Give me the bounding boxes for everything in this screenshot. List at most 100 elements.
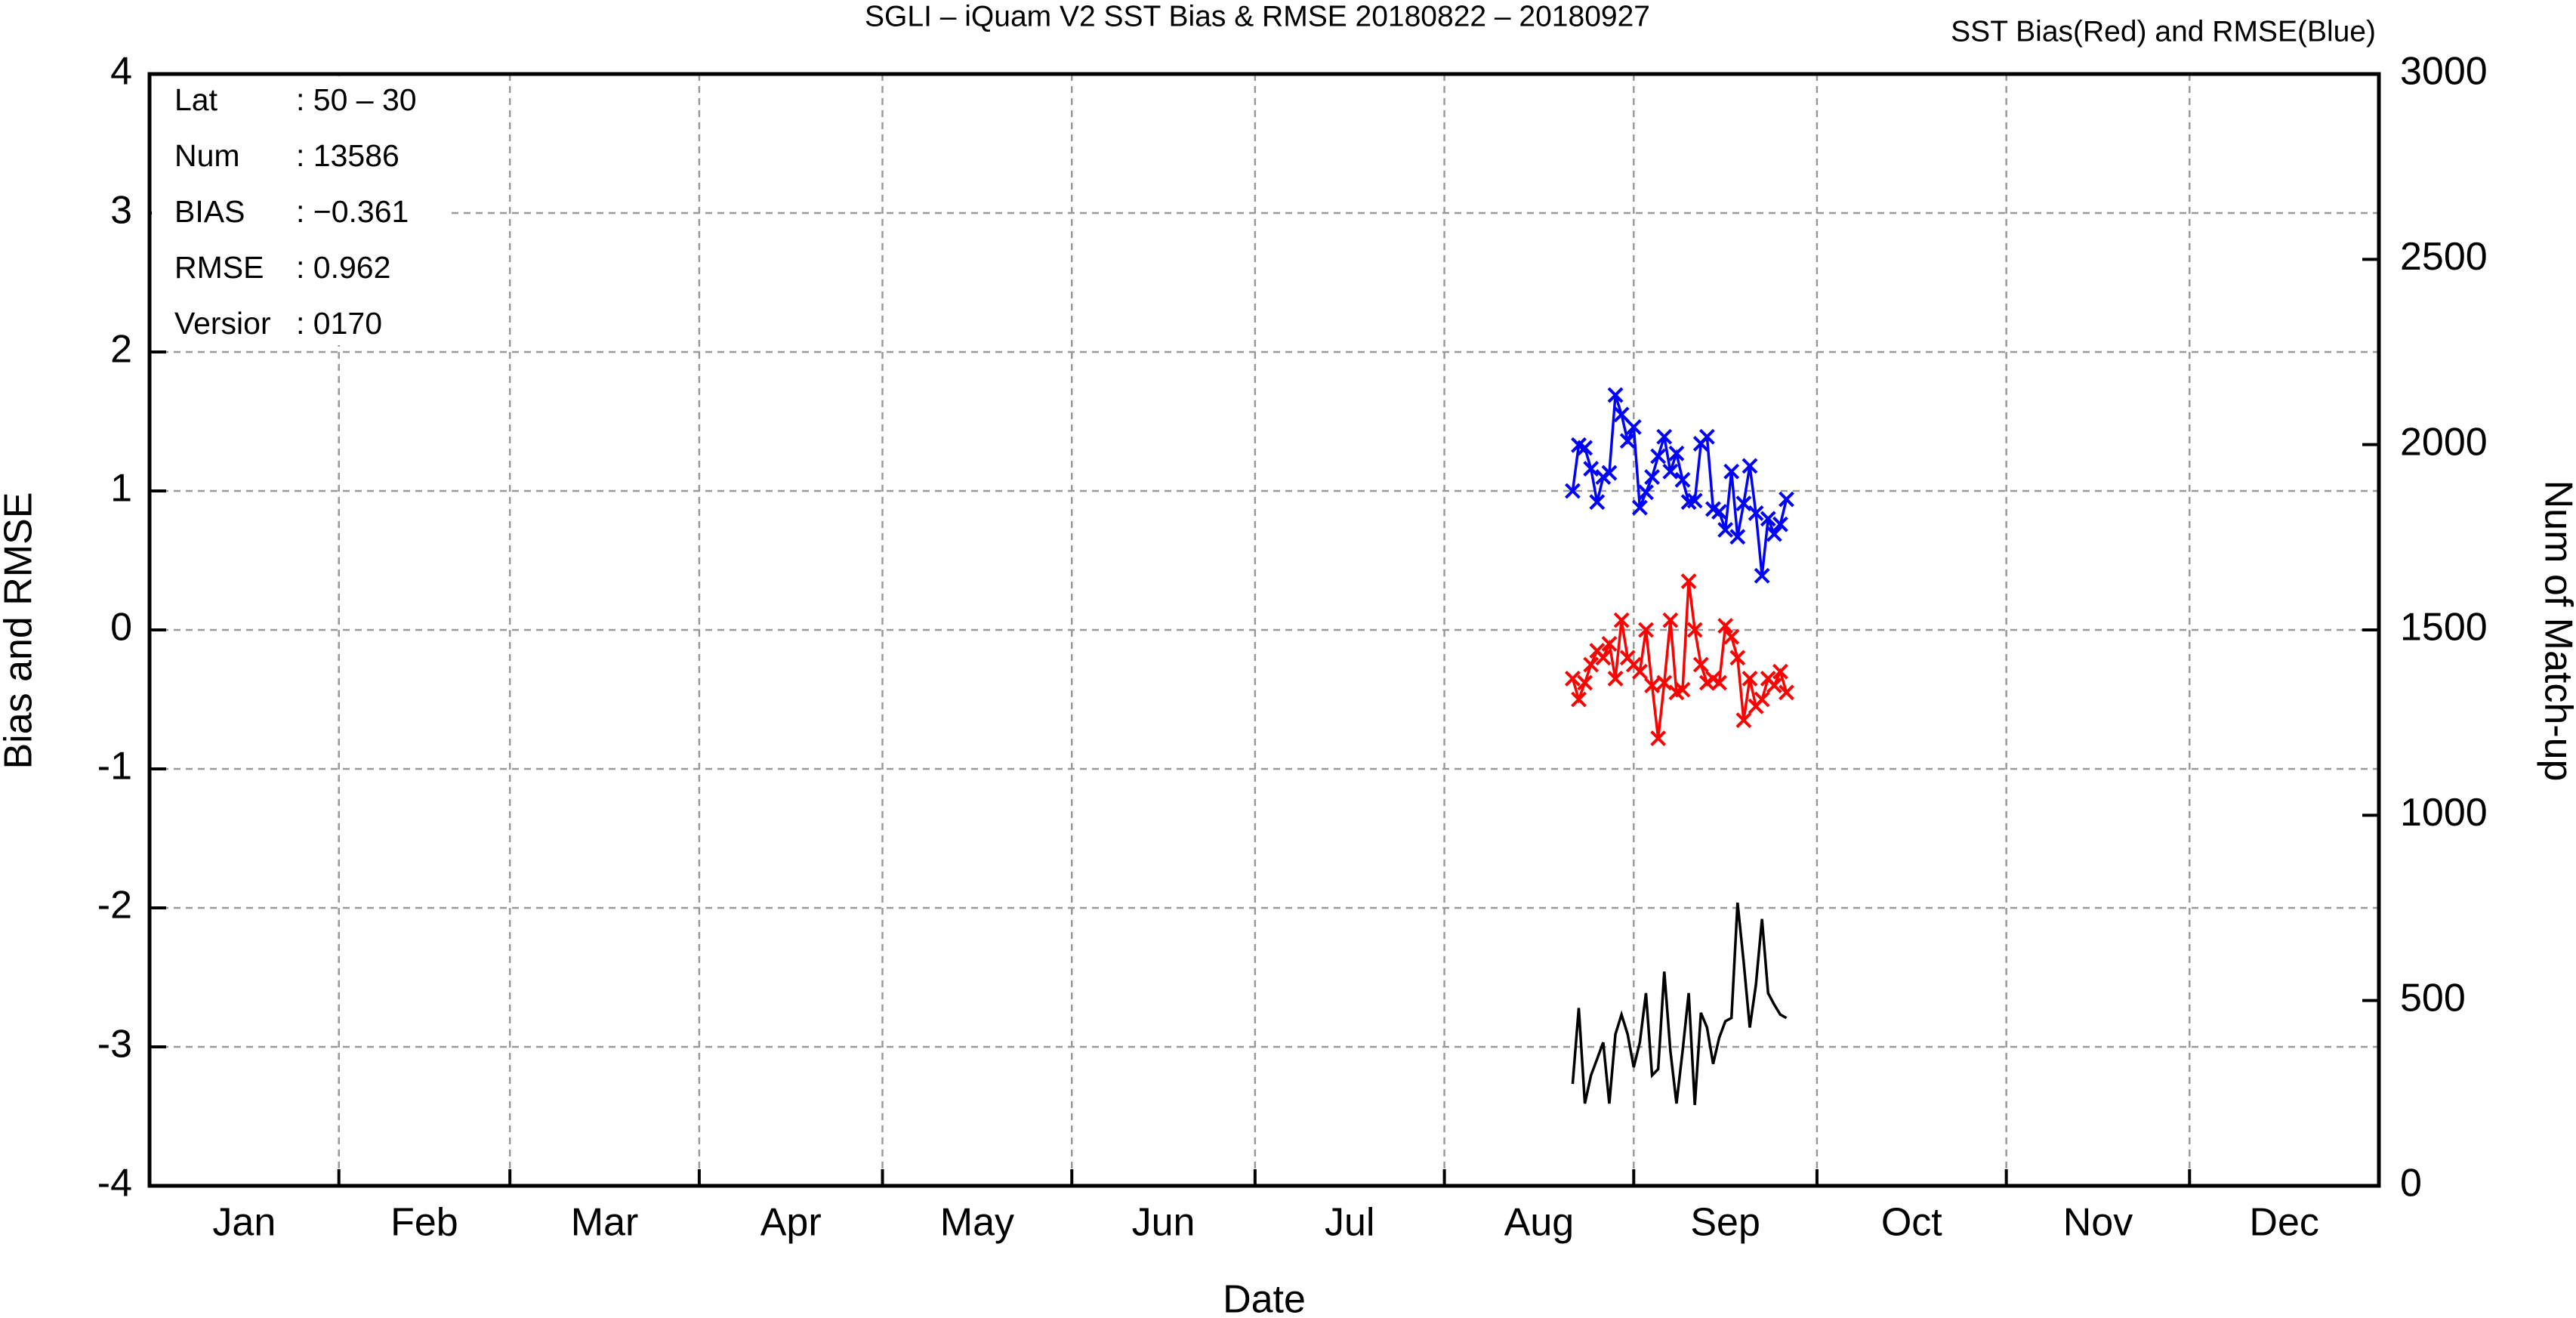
marker xyxy=(1766,526,1782,542)
chart-title: SGLI – iQuam V2 SST Bias & RMSE 20180822… xyxy=(865,0,1650,32)
marker xyxy=(1754,691,1770,708)
x-tick-label: Feb xyxy=(390,1201,458,1245)
marker xyxy=(1638,622,1654,638)
stat-value: : −0.361 xyxy=(296,194,409,229)
marker xyxy=(1662,463,1679,480)
marker xyxy=(1674,681,1691,698)
stat-label: Versior xyxy=(174,306,271,341)
y-tick-label: -1 xyxy=(97,745,132,789)
marker xyxy=(1680,573,1697,590)
marker xyxy=(1772,663,1788,680)
x-tick-label: Jul xyxy=(1325,1201,1374,1245)
marker xyxy=(1644,678,1660,694)
marker xyxy=(1656,428,1673,445)
marker xyxy=(1760,511,1776,527)
marker xyxy=(1656,674,1673,691)
marker xyxy=(1613,406,1630,423)
marker xyxy=(1766,678,1782,694)
y2-tick-label: 2500 xyxy=(2400,235,2488,279)
y-tick-label: 1 xyxy=(110,467,132,511)
chart-subtitle: SST Bias(Red) and RMSE(Blue) xyxy=(1951,15,2376,48)
y-tick-label: 2 xyxy=(110,328,132,372)
stat-value: : 0170 xyxy=(296,306,382,341)
y-tick-label: -2 xyxy=(97,884,132,928)
marker xyxy=(1772,516,1788,532)
x-axis-title: Date xyxy=(1223,1278,1306,1318)
marker xyxy=(1735,495,1752,511)
y2-tick-label: 0 xyxy=(2400,1162,2422,1205)
marker xyxy=(1565,670,1581,687)
marker xyxy=(1662,612,1679,628)
y2-tick-label: 1000 xyxy=(2400,791,2488,835)
marker xyxy=(1644,469,1660,486)
marker xyxy=(1741,458,1758,474)
marker xyxy=(1631,663,1648,680)
x-tick-label: Jan xyxy=(212,1201,276,1245)
marker xyxy=(1729,650,1746,666)
x-tick-label: Sep xyxy=(1690,1201,1760,1245)
marker xyxy=(1729,529,1746,545)
y-tick-label: -4 xyxy=(97,1162,132,1205)
marker xyxy=(1711,504,1727,520)
stat-value: : 13586 xyxy=(296,138,400,173)
stat-value: : 0.962 xyxy=(296,250,390,285)
marker xyxy=(1601,635,1618,652)
plot-frame xyxy=(147,72,2381,1188)
y-tick-label: -3 xyxy=(97,1023,132,1066)
marker xyxy=(1619,433,1636,449)
marker xyxy=(1692,656,1709,673)
y-tick-label: 4 xyxy=(110,50,132,94)
y2-tick-label: 500 xyxy=(2400,976,2466,1020)
marker xyxy=(1668,445,1685,461)
marker xyxy=(1607,670,1624,687)
y-tick-label: 0 xyxy=(110,606,132,650)
stat-label: Lat xyxy=(174,82,218,117)
marker xyxy=(1674,471,1691,488)
marker xyxy=(1577,440,1593,456)
y2-axis-title: Num of Match-up xyxy=(2536,480,2576,782)
x-tick-label: Dec xyxy=(2249,1201,2318,1245)
marker xyxy=(1698,428,1715,445)
marker xyxy=(1583,656,1600,673)
marker xyxy=(1650,448,1667,465)
x-tick-label: Jun xyxy=(1132,1201,1195,1245)
marker xyxy=(1686,492,1703,509)
marker xyxy=(1638,484,1654,501)
y-tick-label: 3 xyxy=(110,189,132,233)
marker xyxy=(1607,387,1624,403)
x-tick-label: Oct xyxy=(1881,1201,1942,1245)
marker xyxy=(1601,465,1618,481)
y2-tick-label: 1500 xyxy=(2400,606,2488,650)
x-tick-label: Apr xyxy=(760,1201,822,1245)
marker xyxy=(1583,461,1600,477)
x-tick-label: Mar xyxy=(571,1201,639,1245)
marker xyxy=(1723,463,1740,480)
marker xyxy=(1779,684,1794,701)
marker xyxy=(1613,612,1630,628)
marker xyxy=(1717,618,1734,634)
marker xyxy=(1779,491,1794,508)
marker xyxy=(1589,494,1606,511)
marker xyxy=(1723,628,1740,645)
marker xyxy=(1565,483,1581,499)
marker xyxy=(1577,674,1593,691)
marker xyxy=(1686,622,1703,638)
info-box xyxy=(152,76,450,345)
x-tick-label: Aug xyxy=(1504,1201,1575,1245)
x-tick-label: May xyxy=(940,1201,1014,1245)
y-axis-title: Bias and RMSE xyxy=(0,492,41,769)
stat-label: Num xyxy=(174,138,240,173)
marker xyxy=(1711,674,1727,691)
marker xyxy=(1625,418,1642,435)
series-line xyxy=(1571,902,1788,1106)
marker xyxy=(1754,567,1770,584)
marker xyxy=(1571,691,1587,708)
stat-label: BIAS xyxy=(174,194,245,229)
marker xyxy=(1717,522,1734,538)
series-line xyxy=(1571,394,1788,576)
stat-value: : 50 – 30 xyxy=(296,82,417,117)
marker xyxy=(1631,499,1648,516)
marker xyxy=(1741,670,1758,687)
